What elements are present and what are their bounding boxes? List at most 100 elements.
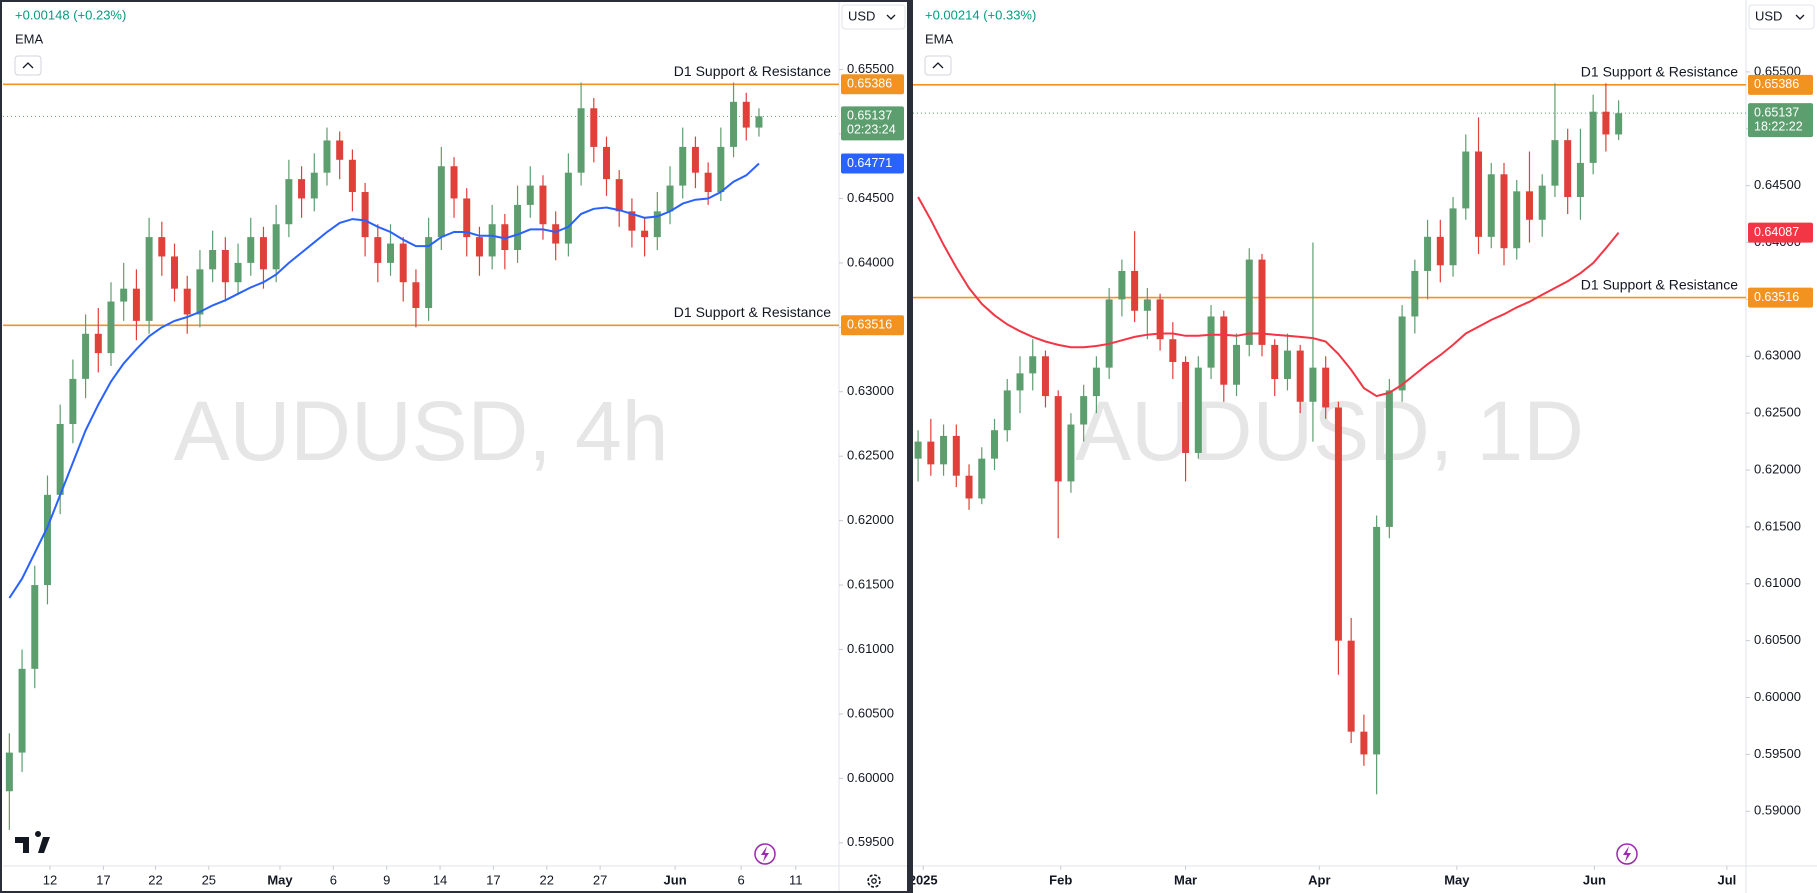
- currency-label: USD: [1755, 8, 1782, 23]
- candle-body: [717, 146, 725, 193]
- y-tick-label: 0.65500: [847, 61, 894, 76]
- candle-body: [1143, 299, 1151, 311]
- lightning-bolt: [1623, 846, 1631, 862]
- candle-body: [336, 140, 344, 160]
- y-tick-label: 0.60500: [847, 705, 894, 720]
- candle-body: [1003, 390, 1011, 431]
- candle-body: [1169, 339, 1177, 362]
- x-tick-label: Mar: [1174, 872, 1197, 887]
- candle-body: [43, 494, 51, 586]
- candle-body: [259, 237, 267, 270]
- candle-body: [171, 256, 179, 289]
- candle-body: [1156, 299, 1164, 340]
- candle-body: [145, 237, 153, 321]
- candle-body: [1118, 270, 1126, 300]
- candle-body: [18, 668, 26, 753]
- last-price-tag: 0.65137: [1754, 105, 1799, 119]
- x-tick-label: Jul: [1717, 872, 1736, 887]
- x-tick-label: 22: [148, 872, 162, 887]
- collapse-button[interactable]: [14, 55, 42, 76]
- candle-body: [564, 172, 572, 244]
- candle-body: [1271, 344, 1279, 380]
- candle-body: [1500, 174, 1508, 249]
- candle-body: [348, 159, 356, 193]
- candle-body: [1589, 111, 1597, 163]
- candle-body: [704, 172, 712, 193]
- settings-gear-hub: [871, 878, 877, 884]
- candle-body: [107, 301, 115, 354]
- candle-body: [1538, 185, 1546, 220]
- currency-select[interactable]: [1748, 4, 1815, 30]
- candle-body: [1347, 640, 1355, 732]
- y-tick-label: 0.65500: [1754, 63, 1801, 78]
- candle-body: [425, 237, 433, 308]
- x-tick-label: 25: [202, 872, 216, 887]
- y-tick-label: 0.64000: [847, 254, 894, 269]
- candle-body: [69, 378, 77, 424]
- candle-body: [978, 458, 986, 499]
- candle-body: [1424, 236, 1432, 271]
- candle-body: [1615, 113, 1623, 135]
- lightning-icon[interactable]: [1616, 843, 1638, 865]
- level-tag: 0.63516: [847, 318, 892, 332]
- x-tick-label: May: [267, 872, 293, 887]
- candle-body: [1475, 151, 1483, 237]
- candle-body: [730, 101, 738, 147]
- x-tick-label: 2025: [909, 872, 938, 887]
- y-tick-label: 0.64500: [847, 190, 894, 205]
- candle-body: [1041, 356, 1049, 397]
- candle-body: [463, 198, 471, 238]
- candle-body: [82, 333, 90, 379]
- candle-body: [1436, 236, 1444, 266]
- candle-body: [1054, 396, 1062, 482]
- candle-body: [450, 166, 458, 199]
- candle-body: [247, 237, 255, 263]
- collapse-button[interactable]: [924, 55, 952, 76]
- x-tick-label: May: [1444, 872, 1470, 887]
- candle-body: [1182, 361, 1190, 453]
- x-tick-label: 11: [789, 872, 803, 887]
- candle-body: [1462, 151, 1470, 209]
- candle-body: [31, 585, 39, 669]
- x-tick-label: 22: [540, 872, 554, 887]
- candle-body: [183, 288, 191, 315]
- collapse-chevron: [932, 62, 944, 69]
- currency-label: USD: [848, 8, 875, 23]
- price-change: +0.00214 (+0.33%): [925, 7, 1036, 22]
- candle-body: [488, 224, 496, 257]
- last-price-tag-countdown: 02:23:24: [847, 123, 896, 137]
- lightning-icon[interactable]: [754, 843, 776, 865]
- level-label: D1 Support & Resistance: [1581, 64, 1738, 80]
- candle-body: [374, 237, 382, 263]
- watermark: AUDUSD, 4h: [174, 384, 669, 478]
- x-tick-label: 6: [738, 872, 745, 887]
- x-tick-label: Jun: [664, 872, 687, 887]
- candle-body: [1233, 344, 1241, 385]
- candle-body: [666, 185, 674, 212]
- candle-body: [1016, 373, 1024, 391]
- candle-body: [285, 179, 293, 225]
- y-tick-label: 0.60000: [1754, 689, 1801, 704]
- currency-select[interactable]: [841, 4, 906, 30]
- x-tick-label: 12: [43, 872, 57, 887]
- y-tick-label: 0.59500: [1754, 746, 1801, 761]
- candle-body: [1551, 140, 1559, 186]
- last-price-tag-box: [841, 106, 904, 141]
- candle-body: [679, 146, 687, 186]
- candle-body: [94, 333, 102, 354]
- candle-body: [1576, 162, 1584, 198]
- level-tag: 0.65386: [847, 77, 892, 91]
- candle-body: [1245, 259, 1253, 345]
- settings-gear[interactable]: [867, 874, 881, 888]
- y-tick-label: 0.62000: [1754, 461, 1801, 476]
- y-tick-label: 0.63000: [847, 383, 894, 398]
- candle-body: [1258, 259, 1266, 345]
- candle-body: [56, 423, 64, 495]
- candle-body: [940, 435, 948, 465]
- indicator-label: EMA: [925, 31, 954, 46]
- candle-body: [991, 430, 999, 459]
- candle-body: [120, 288, 128, 302]
- candle-body: [755, 116, 763, 128]
- candle-body: [514, 204, 522, 251]
